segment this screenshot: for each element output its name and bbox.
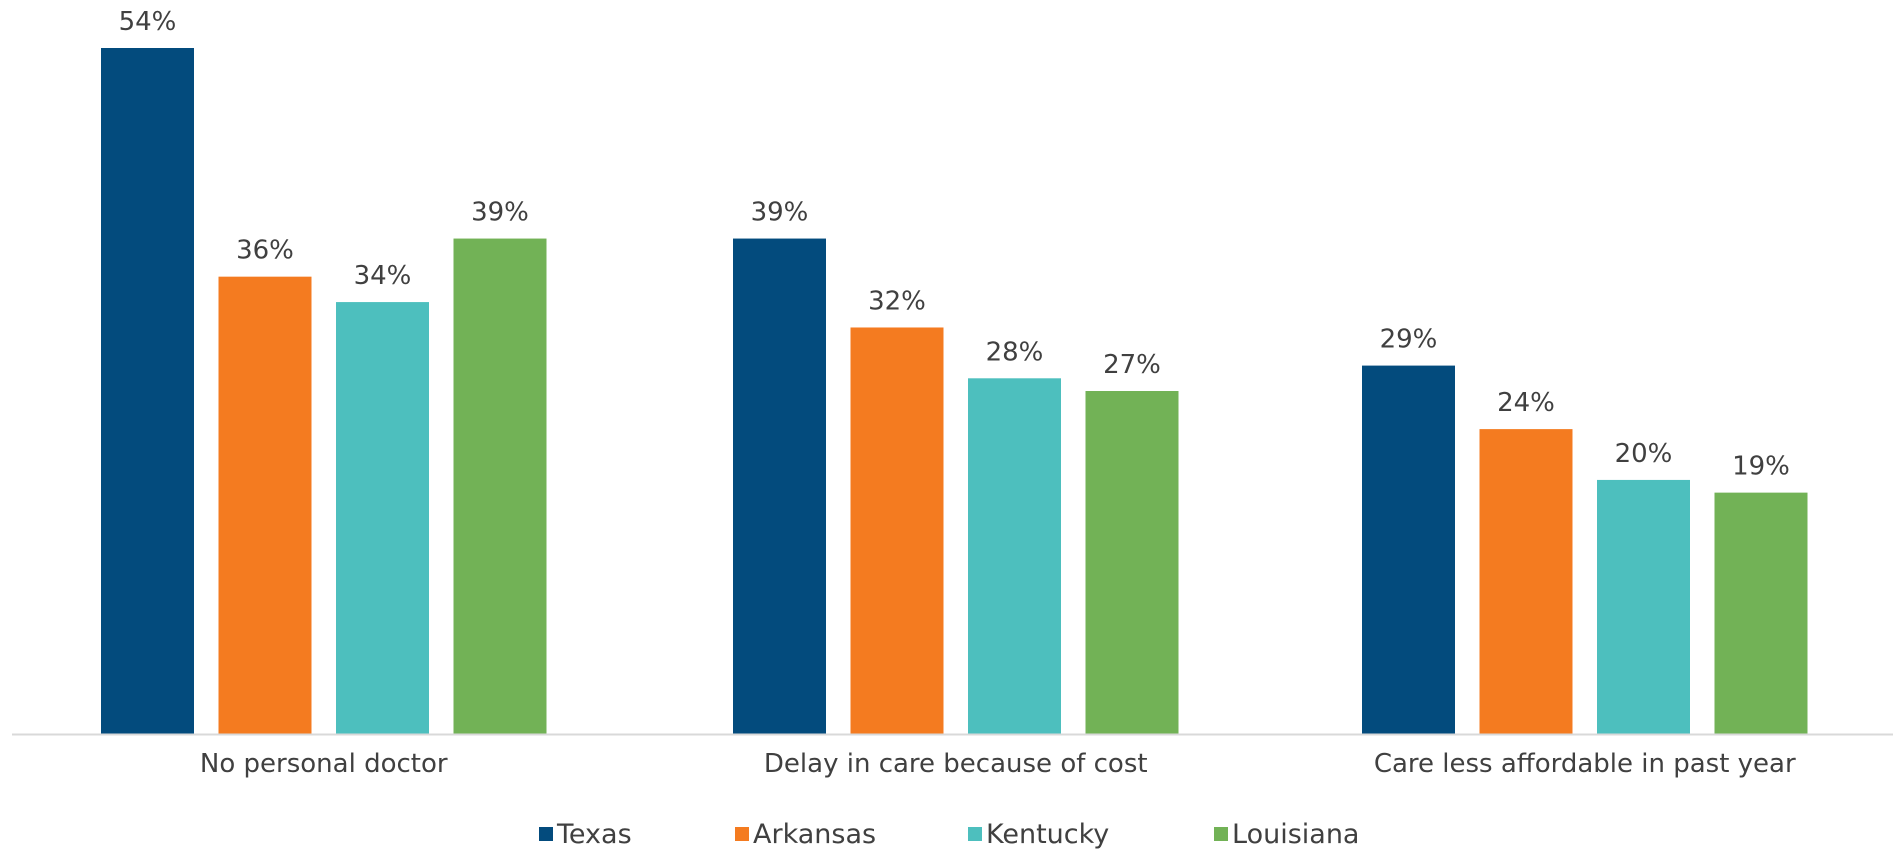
data-label-louisiana-no-personal-doctor: 39% xyxy=(471,198,529,228)
data-label-arkansas-no-personal-doctor: 36% xyxy=(236,236,294,266)
bar-arkansas-no-personal-doctor xyxy=(218,276,312,734)
bar-texas-no-personal-doctor xyxy=(101,48,194,734)
bar-louisiana-delay-in-care-because-of-cost xyxy=(1085,391,1179,734)
bar-texas-care-less-affordable-in-past-year xyxy=(1362,365,1455,734)
bars-layer xyxy=(101,48,1808,735)
category-label-care-less-affordable-in-past-year: Care less affordable in past year xyxy=(1374,749,1796,779)
bar-kentucky-care-less-affordable-in-past-year xyxy=(1597,479,1690,734)
bar-arkansas-care-less-affordable-in-past-year xyxy=(1479,429,1573,734)
legend-swatch-arkansas xyxy=(735,827,749,841)
data-label-texas-delay-in-care-because-of-cost: 39% xyxy=(751,198,809,228)
category-labels-layer: No personal doctor Delay in care because … xyxy=(200,749,1796,779)
bar-kentucky-no-personal-doctor xyxy=(336,302,429,734)
data-label-kentucky-care-less-affordable-in-past-year: 20% xyxy=(1615,439,1673,469)
data-label-arkansas-care-less-affordable-in-past-year: 24% xyxy=(1497,388,1555,418)
legend-label-arkansas: Arkansas xyxy=(753,819,876,850)
legend: Texas Arkansas Kentucky Louisiana xyxy=(539,819,1359,850)
data-label-kentucky-no-personal-doctor: 34% xyxy=(354,261,412,291)
bar-texas-delay-in-care-because-of-cost xyxy=(733,238,826,735)
data-label-louisiana-care-less-affordable-in-past-year: 19% xyxy=(1732,452,1790,482)
data-labels-layer: 54% 36% 34% 39% 39% 32% 28% 27% 29% 24% 20% 19% xyxy=(119,7,1790,482)
legend-swatch-kentucky xyxy=(968,827,982,841)
legend-label-kentucky: Kentucky xyxy=(986,819,1109,850)
bar-arkansas-delay-in-care-because-of-cost xyxy=(850,327,944,734)
legend-swatch-louisiana xyxy=(1214,827,1228,841)
bar-kentucky-delay-in-care-because-of-cost xyxy=(968,378,1061,734)
legend-label-louisiana: Louisiana xyxy=(1232,819,1359,850)
data-label-arkansas-delay-in-care-because-of-cost: 32% xyxy=(868,286,926,316)
category-label-no-personal-doctor: No personal doctor xyxy=(200,749,448,779)
legend-swatch-texas xyxy=(539,827,553,841)
legend-label-texas: Texas xyxy=(556,819,632,850)
bar-louisiana-care-less-affordable-in-past-year xyxy=(1714,492,1808,734)
bar-louisiana-no-personal-doctor xyxy=(453,238,547,735)
data-label-louisiana-delay-in-care-because-of-cost: 27% xyxy=(1103,350,1161,380)
data-label-kentucky-delay-in-care-because-of-cost: 28% xyxy=(986,337,1044,367)
category-label-delay-in-care-because-of-cost: Delay in care because of cost xyxy=(764,749,1148,779)
data-label-texas-no-personal-doctor: 54% xyxy=(119,7,177,37)
data-label-texas-care-less-affordable-in-past-year: 29% xyxy=(1380,325,1438,355)
